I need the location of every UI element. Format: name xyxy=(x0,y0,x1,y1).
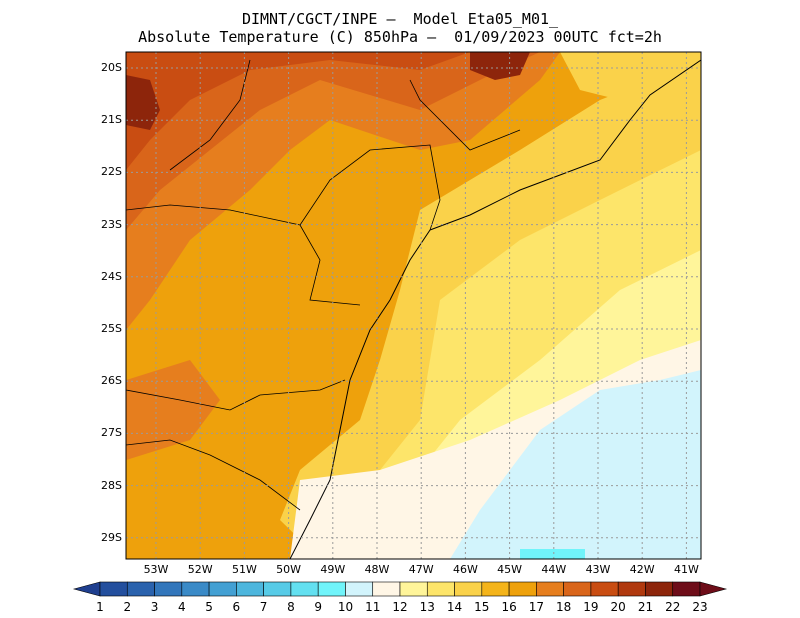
colorbar-swatch xyxy=(454,581,483,597)
colorbar-label: 17 xyxy=(528,600,544,614)
colorbar-label: 19 xyxy=(583,600,599,614)
colorbar-swatch xyxy=(317,581,346,597)
temperature-field xyxy=(126,52,701,559)
colorbar-swatch xyxy=(590,581,619,597)
colorbar-label: 13 xyxy=(419,600,435,614)
colorbar-label: 4 xyxy=(177,600,186,614)
colorbar-label: 10 xyxy=(337,600,354,614)
longitude-label: 44W xyxy=(541,563,567,576)
colorbar-min-arrow xyxy=(72,581,101,597)
colorbar-label: 1 xyxy=(96,600,104,614)
colorbar-label: 6 xyxy=(232,600,241,614)
latitude-label: 21S xyxy=(101,113,122,127)
colorbar-swatch xyxy=(236,581,264,597)
colorbar-swatch xyxy=(617,581,646,597)
colorbar-swatch xyxy=(645,581,674,597)
latitude-label: 25S xyxy=(101,322,122,335)
latitude-label: 24S xyxy=(101,269,122,283)
colorbar-label: 8 xyxy=(287,600,295,614)
colorbar-swatch xyxy=(208,581,237,597)
colorbar-label: 7 xyxy=(259,600,268,614)
colorbar-swatch xyxy=(99,581,128,597)
colorbar-swatch xyxy=(536,581,564,597)
longitude-label: 45W xyxy=(497,563,523,576)
longitude-label: 43W xyxy=(585,563,611,576)
colorbar-label: 14 xyxy=(446,600,463,614)
colorbar-swatch xyxy=(563,581,592,597)
colorbar xyxy=(72,581,728,597)
longitude-label: 48W xyxy=(364,563,390,576)
colorbar-label: 11 xyxy=(365,600,381,614)
longitude-label: 46W xyxy=(452,563,478,576)
colorbar-swatch xyxy=(372,581,401,597)
colorbar-label: 3 xyxy=(150,600,159,614)
colorbar-swatch xyxy=(263,581,292,597)
colorbar-label: 9 xyxy=(314,600,322,614)
colorbar-label: 15 xyxy=(474,600,490,614)
longitude-label: 51W xyxy=(231,563,257,576)
longitude-label: 49W xyxy=(320,563,346,576)
longitude-label: 52W xyxy=(187,563,213,576)
colorbar-swatch xyxy=(399,581,428,597)
latitude-label: 26S xyxy=(101,374,122,388)
colorbar-label: 23 xyxy=(692,600,708,614)
latitude-label: 22S xyxy=(101,165,122,179)
colorbar-swatch xyxy=(508,581,537,597)
colorbar-swatch xyxy=(672,581,701,597)
latitude-label: 20S xyxy=(101,61,122,74)
colorbar-swatch xyxy=(126,581,155,597)
colorbar-swatch xyxy=(154,581,183,597)
latitude-label: 23S xyxy=(101,217,122,231)
longitude-label: 53W xyxy=(143,563,169,576)
map-title-line-2: Absolute Temperature (C) 850hPa – 01/09/… xyxy=(138,28,662,46)
colorbar-label: 2 xyxy=(123,600,132,614)
lat-lon-grid xyxy=(126,52,701,559)
colorbar-label: 21 xyxy=(637,600,654,614)
map-title-line-1: DIMNT/CGCT/INPE – Model Eta05_M01_ xyxy=(241,10,559,28)
colorbar-label: 22 xyxy=(665,600,681,614)
longitude-label: 47W xyxy=(408,563,434,576)
colorbar-label: 16 xyxy=(501,600,517,614)
latitude-label: 27S xyxy=(101,426,122,440)
colorbar-max-arrow xyxy=(699,581,728,597)
colorbar-swatch xyxy=(426,581,455,597)
colorbar-label: 18 xyxy=(555,600,572,614)
colorbar-swatch xyxy=(181,581,210,597)
colorbar-label: 12 xyxy=(392,600,408,614)
longitude-label: 42W xyxy=(629,563,655,576)
colorbar-swatch xyxy=(290,581,319,597)
colorbar-label: 20 xyxy=(610,600,626,614)
colorbar-label: 5 xyxy=(205,600,213,614)
latitude-label: 29S xyxy=(101,530,122,544)
map-frame xyxy=(125,51,702,560)
latitude-label: 28S xyxy=(101,478,122,492)
colorbar-swatch xyxy=(345,581,374,597)
longitude-label: 41W xyxy=(673,563,699,576)
longitude-label: 50W xyxy=(276,563,302,576)
colorbar-swatch xyxy=(481,581,510,597)
